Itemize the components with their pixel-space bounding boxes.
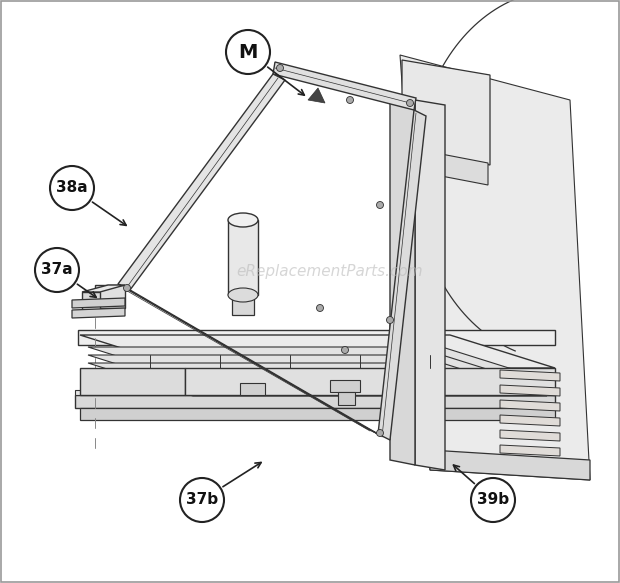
Polygon shape bbox=[80, 335, 555, 368]
Text: eReplacementParts.com: eReplacementParts.com bbox=[237, 264, 423, 279]
Polygon shape bbox=[118, 74, 285, 290]
Polygon shape bbox=[330, 380, 360, 392]
Polygon shape bbox=[338, 392, 355, 405]
Polygon shape bbox=[500, 445, 560, 456]
Polygon shape bbox=[273, 62, 416, 110]
Circle shape bbox=[347, 97, 353, 104]
Polygon shape bbox=[80, 408, 555, 420]
Circle shape bbox=[35, 248, 79, 292]
Polygon shape bbox=[228, 220, 258, 295]
Polygon shape bbox=[308, 88, 325, 103]
Circle shape bbox=[316, 304, 324, 311]
Polygon shape bbox=[500, 370, 560, 381]
Polygon shape bbox=[72, 298, 125, 308]
Text: 37b: 37b bbox=[186, 493, 218, 507]
Polygon shape bbox=[232, 295, 254, 315]
Polygon shape bbox=[78, 330, 555, 345]
Text: M: M bbox=[238, 43, 258, 61]
Text: 37a: 37a bbox=[41, 262, 73, 278]
Polygon shape bbox=[88, 347, 547, 380]
Circle shape bbox=[471, 478, 515, 522]
Polygon shape bbox=[500, 400, 560, 411]
Text: 39b: 39b bbox=[477, 493, 509, 507]
Polygon shape bbox=[118, 284, 378, 434]
Polygon shape bbox=[88, 355, 547, 388]
Polygon shape bbox=[185, 368, 555, 395]
Polygon shape bbox=[82, 292, 100, 315]
Circle shape bbox=[407, 100, 414, 107]
Polygon shape bbox=[75, 390, 555, 395]
Ellipse shape bbox=[228, 213, 258, 227]
Polygon shape bbox=[378, 110, 426, 440]
Polygon shape bbox=[82, 285, 125, 292]
Polygon shape bbox=[240, 383, 265, 395]
Ellipse shape bbox=[228, 288, 258, 302]
Text: 38a: 38a bbox=[56, 181, 88, 195]
Circle shape bbox=[376, 430, 384, 437]
Circle shape bbox=[386, 317, 394, 324]
Polygon shape bbox=[75, 395, 555, 408]
Polygon shape bbox=[500, 415, 560, 426]
Polygon shape bbox=[80, 368, 185, 395]
Polygon shape bbox=[72, 308, 125, 318]
Polygon shape bbox=[88, 363, 547, 396]
Polygon shape bbox=[95, 285, 125, 308]
Circle shape bbox=[342, 346, 348, 353]
Circle shape bbox=[123, 285, 130, 292]
Polygon shape bbox=[402, 60, 490, 165]
Circle shape bbox=[50, 166, 94, 210]
Polygon shape bbox=[400, 55, 590, 480]
Polygon shape bbox=[410, 148, 488, 185]
Circle shape bbox=[180, 478, 224, 522]
Polygon shape bbox=[500, 385, 560, 396]
Circle shape bbox=[226, 30, 270, 74]
Circle shape bbox=[277, 65, 283, 72]
Polygon shape bbox=[500, 460, 560, 471]
Polygon shape bbox=[415, 100, 445, 470]
Polygon shape bbox=[500, 430, 560, 441]
Circle shape bbox=[376, 202, 384, 209]
Polygon shape bbox=[430, 450, 590, 480]
Polygon shape bbox=[390, 95, 415, 465]
